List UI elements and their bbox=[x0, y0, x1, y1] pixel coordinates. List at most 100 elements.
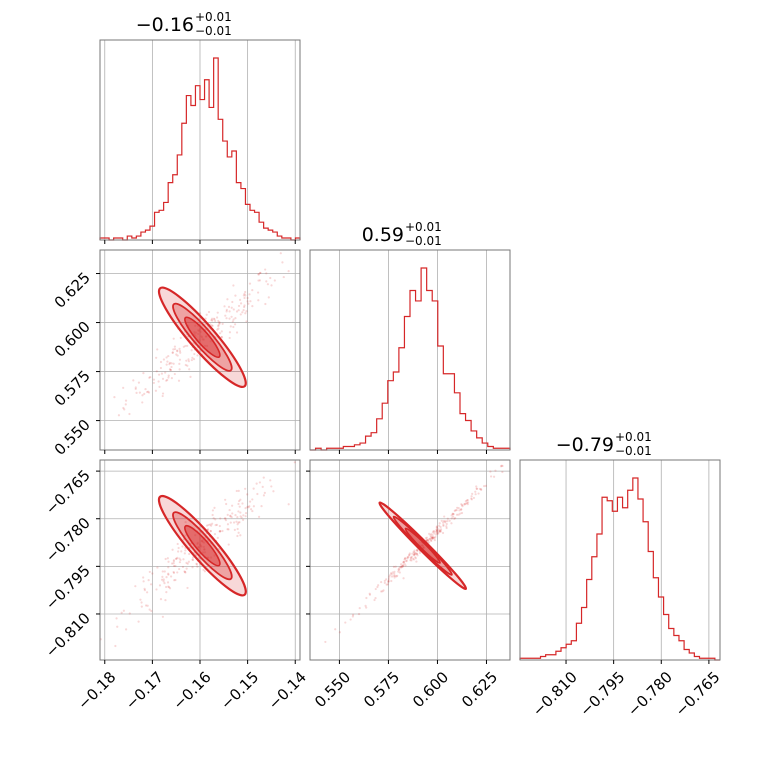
scatter-point bbox=[172, 570, 175, 574]
scatter-point bbox=[404, 564, 407, 567]
scatter-point bbox=[425, 536, 428, 539]
contour-level-3 bbox=[404, 527, 441, 564]
scatter-point bbox=[147, 390, 150, 393]
scatter-point bbox=[146, 390, 149, 394]
x-tick-label: −0.16 bbox=[170, 668, 215, 713]
scatter-point bbox=[439, 529, 442, 532]
scatter-point bbox=[387, 581, 390, 584]
scatter-point bbox=[237, 489, 240, 492]
scatter-point bbox=[213, 506, 216, 509]
scatter-point bbox=[177, 550, 180, 553]
scatter-point bbox=[141, 394, 144, 397]
scatter-point bbox=[210, 317, 214, 320]
scatter-point bbox=[198, 328, 201, 331]
scatter-point bbox=[122, 386, 125, 389]
scatter-point bbox=[237, 510, 240, 513]
scatter-point bbox=[388, 574, 391, 577]
scatter-point bbox=[114, 644, 117, 648]
scatter-point bbox=[435, 529, 438, 533]
scatter-point bbox=[450, 522, 453, 525]
scatter-point bbox=[229, 325, 232, 328]
scatter-point bbox=[174, 564, 177, 568]
scatter-point bbox=[248, 500, 252, 503]
scatter-point bbox=[218, 321, 221, 324]
scatter-point bbox=[420, 544, 423, 547]
scatter-point bbox=[334, 628, 337, 631]
scatter-point bbox=[181, 545, 184, 548]
scatter-point bbox=[364, 604, 367, 607]
scatter-point bbox=[431, 536, 434, 539]
scatter-point bbox=[440, 519, 443, 522]
scatter-point bbox=[406, 556, 409, 559]
scatter-point bbox=[349, 618, 352, 621]
scatter-point bbox=[436, 532, 439, 535]
contour-level-3 bbox=[184, 524, 221, 567]
scatter-point bbox=[235, 520, 238, 523]
scatter-point bbox=[166, 360, 169, 363]
scatter-point bbox=[267, 296, 270, 299]
scatter-point bbox=[352, 613, 355, 617]
scatter-point bbox=[461, 503, 464, 507]
scatter-point bbox=[431, 534, 434, 537]
scatter-point bbox=[406, 557, 409, 560]
scatter-point bbox=[439, 530, 442, 533]
scatter-point bbox=[264, 302, 267, 306]
scatter-point bbox=[228, 317, 231, 320]
scatter-point bbox=[191, 558, 195, 562]
scatter-point bbox=[376, 585, 379, 589]
panel-content bbox=[100, 461, 296, 648]
scatter-point bbox=[500, 464, 503, 467]
scatter-point bbox=[237, 531, 240, 534]
scatter-point bbox=[183, 570, 187, 574]
scatter-point bbox=[252, 505, 255, 508]
scatter-point bbox=[227, 305, 231, 308]
scatter-point bbox=[225, 317, 228, 320]
scatter-point bbox=[211, 319, 214, 322]
scatter-point bbox=[213, 318, 216, 321]
scatter-point bbox=[257, 291, 260, 294]
scatter-point bbox=[428, 532, 431, 535]
scatter-point bbox=[155, 370, 158, 373]
scatter-point bbox=[246, 493, 249, 496]
scatter-point bbox=[205, 313, 208, 316]
scatter-point bbox=[421, 544, 425, 547]
scatter-point bbox=[190, 349, 193, 352]
scatter-point bbox=[442, 523, 445, 526]
panel-title-0: −0.16 bbox=[136, 14, 194, 36]
scatter-point bbox=[244, 515, 247, 518]
scatter-point bbox=[165, 591, 168, 594]
scatter-point bbox=[456, 506, 459, 509]
scatter-point bbox=[467, 501, 470, 504]
scatter-point bbox=[172, 562, 175, 565]
scatter-point bbox=[174, 578, 177, 582]
scatter-point bbox=[184, 520, 187, 524]
scatter-point bbox=[174, 557, 178, 560]
scatter-point bbox=[261, 485, 264, 488]
scatter-point bbox=[479, 487, 483, 491]
scatter-point bbox=[414, 557, 417, 560]
scatter-point bbox=[125, 628, 128, 631]
scatter-point bbox=[455, 513, 459, 516]
scatter-point bbox=[263, 491, 266, 494]
scatter-point bbox=[412, 554, 415, 557]
scatter-point bbox=[402, 577, 405, 580]
scatter-point bbox=[293, 461, 296, 464]
scatter-point bbox=[474, 493, 477, 496]
scatter-point bbox=[459, 512, 462, 515]
scatter-point bbox=[246, 296, 249, 300]
scatter-point bbox=[147, 579, 150, 582]
scatter-point bbox=[403, 558, 406, 561]
scatter-point bbox=[186, 586, 189, 590]
scatter-point bbox=[233, 528, 236, 532]
scatter-point bbox=[203, 570, 206, 573]
scatter-point bbox=[415, 552, 419, 555]
scatter-point bbox=[241, 502, 244, 505]
scatter-point bbox=[223, 305, 226, 308]
scatter-point bbox=[260, 505, 263, 508]
scatter-point bbox=[414, 556, 417, 559]
scatter-point bbox=[176, 349, 179, 352]
scatter-point bbox=[418, 551, 422, 555]
scatter-point bbox=[165, 379, 168, 382]
scatter-point bbox=[230, 306, 233, 309]
x-tick-label: −0.14 bbox=[265, 668, 310, 713]
